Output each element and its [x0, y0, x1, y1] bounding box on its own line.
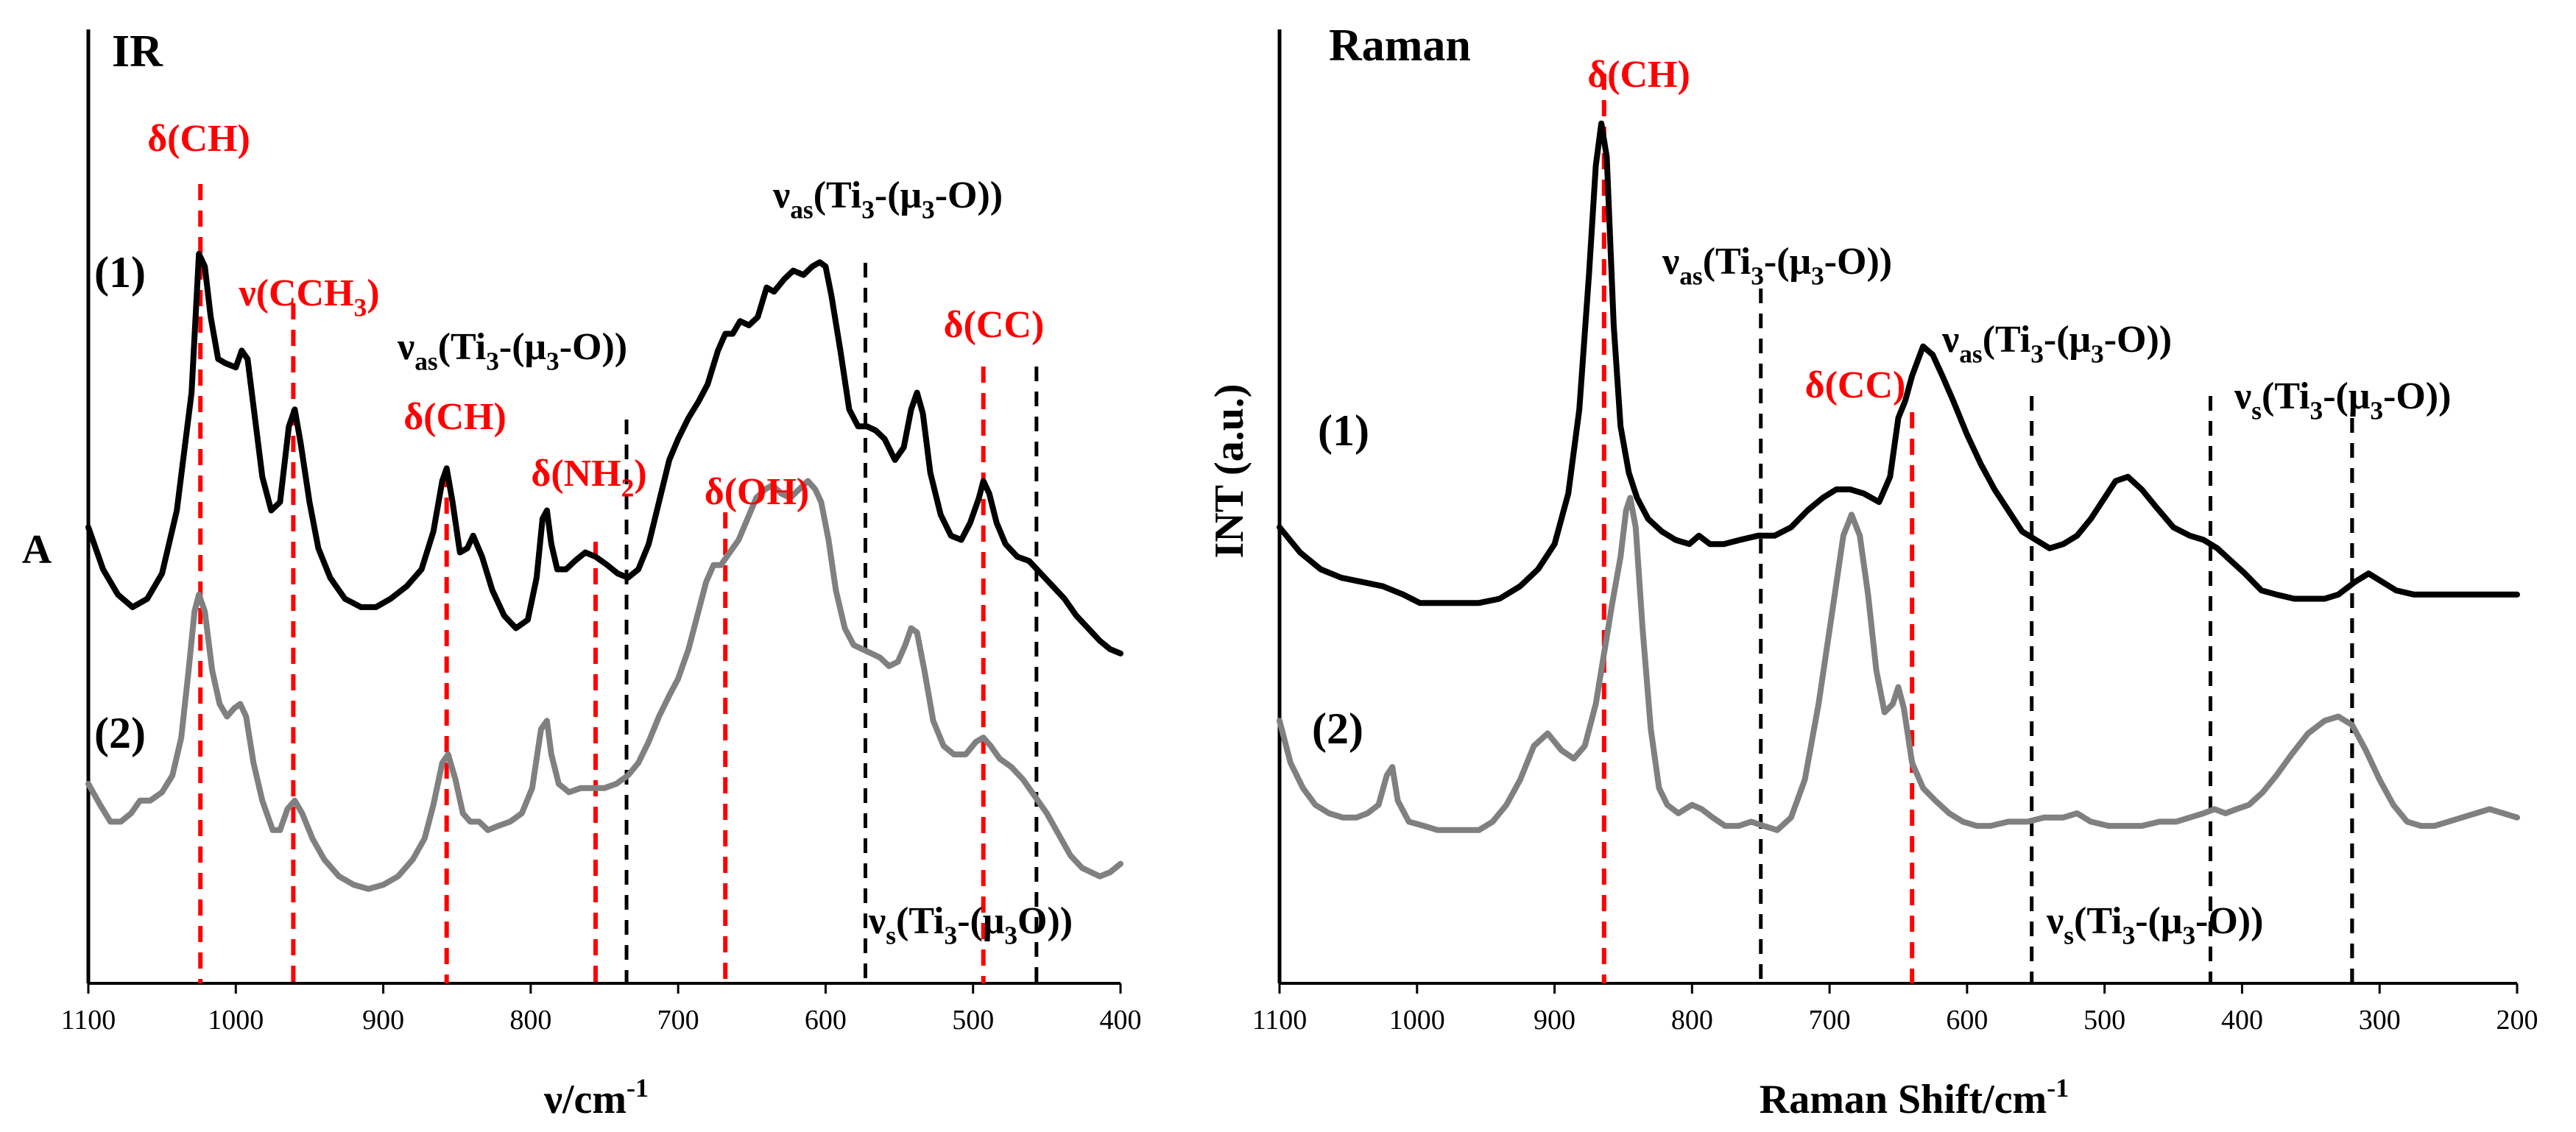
ir-x-tick-label: 700: [657, 1005, 699, 1036]
raman-title: Raman: [1329, 21, 1471, 71]
ir-series-2-label: (2): [94, 709, 146, 757]
raman-marker-label: νs(Ti3-(μ3-O)): [2234, 375, 2451, 425]
ir-marker-label: νas(Ti3-(μ3-O)): [772, 174, 1003, 224]
ir-y-label: A: [22, 527, 52, 573]
ir-x-tick-label: 900: [362, 1005, 404, 1036]
ir-series-2-line: [85, 478, 1123, 892]
raman-x-tick-label: 800: [1671, 1005, 1713, 1036]
raman-x-tick-label: 700: [1809, 1005, 1851, 1036]
raman-marker-label: δ(CH): [1587, 54, 1690, 96]
ir-marker-label: δ(CC): [944, 304, 1045, 346]
raman-marker-label: νas(Ti3-(μ3-O)): [1941, 319, 2172, 369]
ir-marker-label: νs(Ti3-(μ3O)): [868, 900, 1073, 950]
raman-marker-label: νas(Ti3-(μ3-O)): [1662, 241, 1892, 291]
raman-series-2-line: [1277, 495, 2520, 833]
raman-series-2-label: (2): [1312, 704, 1363, 753]
raman-x-label: Raman Shift/cm-1: [1760, 1073, 2069, 1122]
raman-x-tick-label: 1100: [1252, 1005, 1308, 1036]
ir-series-1-line: [85, 250, 1123, 657]
raman-series-1-line: [1277, 120, 2520, 606]
ir-x-label: ν/cm-1: [543, 1073, 649, 1122]
raman-panel: 1100 1000 900 800 700 600 500 400 300 200 δ(CH) νas…: [1207, 21, 2538, 1122]
raman-marker-label: νs(Ti3-(μ3-O)): [2046, 900, 2263, 950]
ir-marker-label: ν(CCH3): [238, 272, 379, 322]
ir-marker-label: δ(OH): [705, 471, 810, 513]
ir-panel: 1100 1000 900 800 700 600 500 400 δ(CH) ν(CCH3) δ(…: [22, 26, 1142, 1122]
ir-x-tick-label: 800: [509, 1005, 551, 1036]
raman-marker-label: δ(CC): [1805, 364, 1906, 406]
ir-x-tick-label: 1000: [208, 1005, 264, 1036]
raman-x-tick-label: 1000: [1389, 1005, 1445, 1036]
raman-x-tick-label: 200: [2496, 1005, 2538, 1036]
ir-x-tick-label: 1100: [61, 1005, 116, 1036]
ir-x-tick-label: 600: [805, 1005, 847, 1036]
raman-x-tick-label: 500: [2083, 1005, 2125, 1036]
ir-x-tick-label: 500: [952, 1005, 994, 1036]
raman-y-label: INT (a.u.): [1207, 383, 1252, 558]
ir-marker-label: δ(NH2): [531, 453, 646, 503]
ir-marker-label: δ(CH): [147, 118, 250, 160]
raman-x-tick-label: 600: [1946, 1005, 1988, 1036]
ir-series-1-label: (1): [94, 248, 146, 297]
ir-marker-label: δ(CH): [403, 396, 507, 438]
ir-marker-label: νas(Ti3-(μ3-O)): [397, 326, 627, 376]
ir-title: IR: [112, 26, 163, 77]
raman-series-1-label: (1): [1318, 406, 1369, 455]
raman-x-tick-label: 400: [2221, 1005, 2263, 1036]
ir-x-tick-label: 400: [1100, 1005, 1142, 1036]
raman-x-tick-label: 300: [2359, 1005, 2401, 1036]
raman-x-tick-label: 900: [1534, 1005, 1575, 1036]
